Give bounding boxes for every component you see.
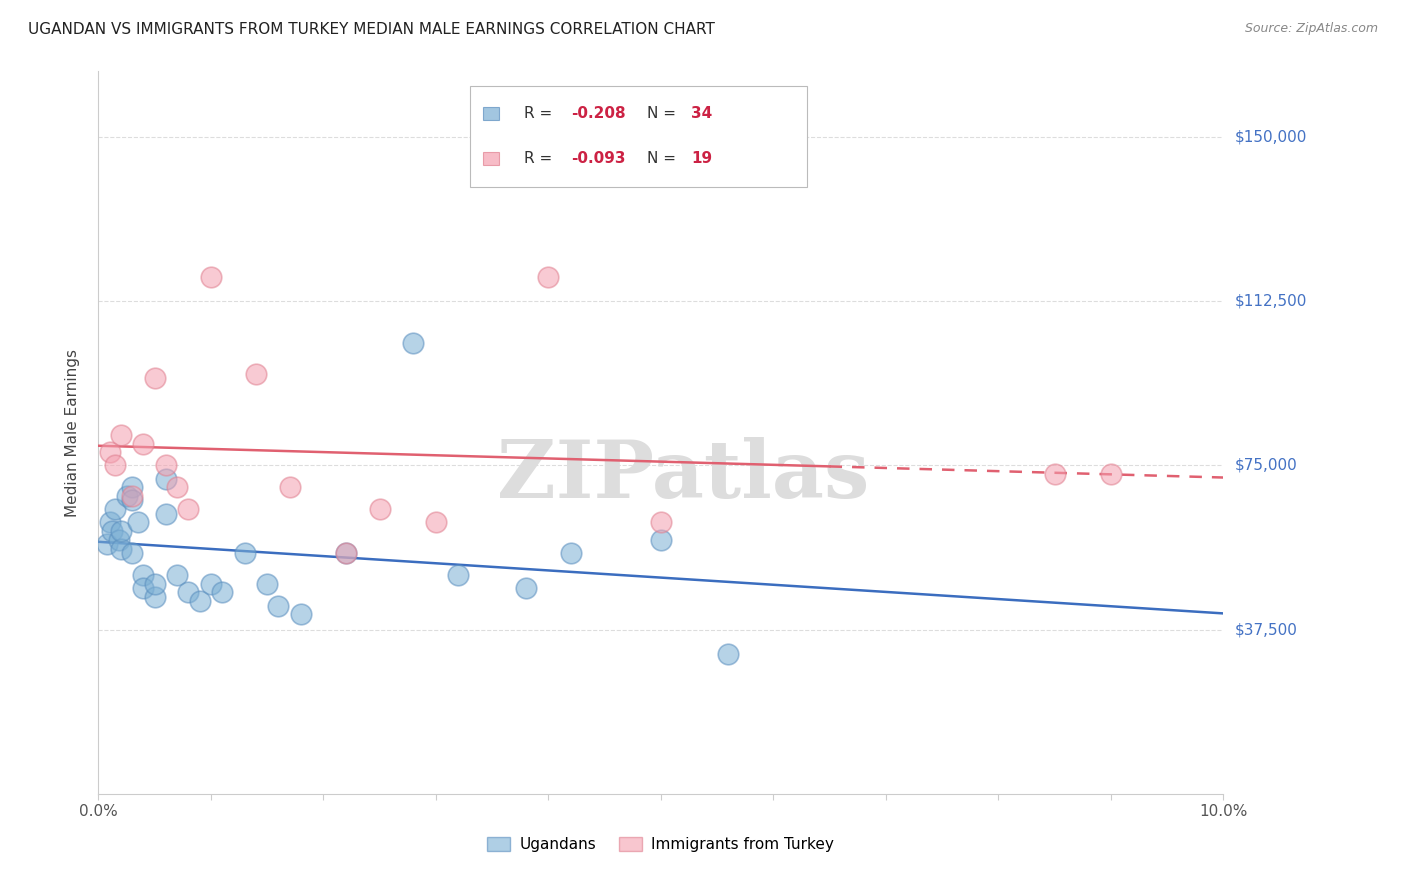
Point <box>537 270 560 285</box>
Point <box>127 516 149 530</box>
Point <box>104 458 127 473</box>
Point <box>335 546 357 560</box>
Point <box>717 647 740 661</box>
Point <box>177 585 200 599</box>
Text: $37,500: $37,500 <box>1234 623 1298 637</box>
Point <box>233 546 256 560</box>
Point <box>110 541 132 556</box>
Point <box>1099 467 1122 482</box>
Point <box>200 576 222 591</box>
Point <box>121 480 143 494</box>
FancyBboxPatch shape <box>470 86 807 187</box>
Point <box>155 472 177 486</box>
Point <box>107 533 129 547</box>
Text: Source: ZipAtlas.com: Source: ZipAtlas.com <box>1244 22 1378 36</box>
Y-axis label: Median Male Earnings: Median Male Earnings <box>65 349 80 516</box>
Text: ZIPatlas: ZIPatlas <box>498 437 869 515</box>
Point <box>166 480 188 494</box>
Legend: Ugandans, Immigrants from Turkey: Ugandans, Immigrants from Turkey <box>481 831 841 858</box>
Text: $150,000: $150,000 <box>1234 129 1306 145</box>
Point <box>560 546 582 560</box>
Point <box>425 516 447 530</box>
Point <box>166 568 188 582</box>
Point <box>290 607 312 622</box>
Point <box>121 489 143 503</box>
Point <box>98 516 121 530</box>
Point <box>447 568 470 582</box>
Point <box>245 367 267 381</box>
Text: $75,000: $75,000 <box>1234 458 1298 473</box>
Text: N =: N = <box>647 151 681 166</box>
Text: $112,500: $112,500 <box>1234 293 1306 309</box>
FancyBboxPatch shape <box>484 107 499 120</box>
Text: UGANDAN VS IMMIGRANTS FROM TURKEY MEDIAN MALE EARNINGS CORRELATION CHART: UGANDAN VS IMMIGRANTS FROM TURKEY MEDIAN… <box>28 22 716 37</box>
Point <box>132 436 155 450</box>
Point <box>121 546 143 560</box>
Point <box>155 458 177 473</box>
Point <box>143 590 166 604</box>
Point <box>143 576 166 591</box>
Point <box>104 502 127 516</box>
Point <box>121 493 143 508</box>
Point <box>402 335 425 350</box>
Text: N =: N = <box>647 106 681 120</box>
Point <box>98 445 121 459</box>
Point <box>96 537 118 551</box>
Point <box>177 502 200 516</box>
Text: R =: R = <box>523 106 557 120</box>
Point <box>155 507 177 521</box>
Point <box>515 581 537 595</box>
Point <box>101 524 124 538</box>
Point <box>200 270 222 285</box>
Point <box>110 427 132 442</box>
Point <box>115 489 138 503</box>
Point <box>368 502 391 516</box>
Text: -0.208: -0.208 <box>571 106 626 120</box>
FancyBboxPatch shape <box>484 152 499 164</box>
Point <box>1043 467 1066 482</box>
Text: 34: 34 <box>692 106 713 120</box>
Point <box>278 480 301 494</box>
Point <box>267 599 290 613</box>
Point <box>211 585 233 599</box>
Point <box>143 371 166 385</box>
Point <box>110 524 132 538</box>
Point <box>256 576 278 591</box>
Point <box>132 581 155 595</box>
Text: -0.093: -0.093 <box>571 151 626 166</box>
Point <box>335 546 357 560</box>
Text: R =: R = <box>523 151 557 166</box>
Text: 19: 19 <box>692 151 713 166</box>
Point <box>188 594 211 608</box>
Point <box>650 516 672 530</box>
Point <box>650 533 672 547</box>
Point <box>132 568 155 582</box>
